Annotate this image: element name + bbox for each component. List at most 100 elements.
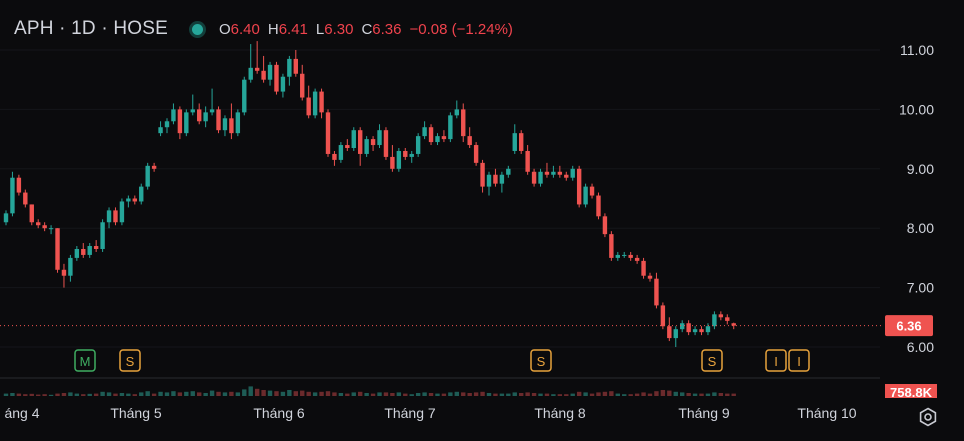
volume-bar — [609, 391, 614, 396]
candle-body — [538, 171, 543, 184]
candle-body — [132, 198, 137, 202]
candle — [87, 243, 92, 258]
high-value: 6.41 — [278, 20, 308, 38]
candle — [673, 326, 678, 347]
time-axis[interactable]: áng 4 Tháng 5 Tháng 6 Tháng 7 Tháng 8 Tháng 9… — [4, 405, 856, 421]
volume-bar — [280, 391, 286, 396]
volume-bar — [699, 393, 704, 396]
candle-body — [68, 257, 73, 276]
candle-body — [306, 97, 311, 116]
volume-bar — [145, 391, 150, 396]
market-status-icon[interactable] — [191, 23, 203, 35]
candle — [370, 136, 376, 151]
volume-bar — [538, 393, 543, 396]
candle — [499, 171, 505, 193]
candle-body — [602, 216, 608, 235]
candle — [493, 168, 498, 187]
candle-body — [190, 109, 195, 113]
volume-bar — [519, 393, 524, 396]
candle-body — [647, 275, 653, 279]
volume-bar — [615, 393, 620, 396]
candle — [731, 322, 736, 330]
candle — [506, 165, 511, 178]
event-marker-label: M — [80, 354, 91, 369]
candle-body — [725, 317, 730, 321]
price-axis[interactable]: 11.00 10.00 9.00 8.00 7.00 6.00 — [899, 42, 934, 355]
candle — [177, 106, 183, 140]
event-marker[interactable]: I — [765, 349, 787, 372]
volume-bar — [564, 394, 569, 396]
candle-body — [409, 153, 414, 157]
candle — [525, 145, 530, 175]
event-marker-box — [74, 349, 96, 372]
volume-bar — [589, 393, 595, 396]
candle — [338, 142, 344, 163]
candle — [274, 61, 279, 95]
event-marker[interactable]: S — [701, 349, 723, 372]
event-marker-box — [530, 349, 552, 372]
candle-body — [216, 109, 221, 131]
x-tick-label: Tháng 9 — [678, 405, 730, 421]
volume-bar — [126, 393, 131, 396]
candle-body — [81, 248, 86, 255]
candle — [164, 118, 170, 134]
change-value: −0.08 (−1.24%) — [409, 20, 513, 38]
candle — [564, 171, 569, 181]
candle-body — [100, 222, 105, 249]
volume-bar — [338, 393, 344, 396]
volume-bar — [403, 393, 408, 396]
volume-bar — [370, 393, 376, 396]
candle — [81, 243, 86, 258]
volume-value: 758.8K — [890, 385, 933, 400]
candle — [197, 103, 202, 125]
candle-body — [261, 70, 266, 80]
volume-bar — [628, 394, 633, 396]
volume-bar — [486, 393, 492, 396]
settings-gear-icon[interactable] — [918, 407, 938, 427]
candle-body — [480, 162, 485, 187]
event-marker[interactable]: M — [74, 349, 96, 372]
event-marker[interactable]: I — [788, 349, 810, 372]
event-marker[interactable]: S — [119, 349, 141, 372]
candle-body — [718, 314, 724, 318]
y-tick-label: 11.00 — [900, 42, 934, 58]
candle-body — [628, 254, 633, 258]
volume-bar — [319, 391, 324, 396]
candle — [242, 76, 247, 116]
candle — [667, 317, 672, 342]
candle — [171, 103, 176, 125]
candle — [544, 162, 550, 178]
volume-bar — [3, 393, 9, 396]
symbol-title[interactable]: APH · 1D · HOSE — [14, 18, 168, 39]
volume-bar — [171, 391, 176, 396]
candle — [557, 165, 563, 178]
volume-bar — [190, 391, 195, 396]
candle-body — [544, 171, 550, 175]
candle-body — [435, 136, 440, 143]
candle — [725, 314, 730, 325]
volume-bar — [583, 392, 588, 396]
candle — [377, 124, 382, 149]
volume-bar — [461, 392, 466, 396]
candle — [467, 127, 472, 149]
candle — [570, 165, 575, 181]
y-tick-label: 8.00 — [907, 220, 934, 236]
volume-bar — [512, 392, 517, 396]
candle — [680, 320, 685, 333]
volume-bar — [132, 394, 137, 396]
candle-body — [319, 91, 324, 113]
volume-bar — [81, 394, 86, 396]
volume-bar — [267, 390, 273, 396]
volume-bar — [576, 391, 582, 396]
candle — [634, 254, 640, 264]
x-tick-label: Tháng 6 — [253, 405, 305, 421]
event-marker[interactable]: S — [530, 349, 552, 372]
x-tick-label: Tháng 8 — [534, 405, 586, 421]
volume-bar — [654, 391, 659, 396]
candle-body — [10, 177, 15, 214]
volume-bar — [473, 392, 479, 396]
volume-bar — [544, 393, 550, 396]
volume-bar — [87, 393, 92, 396]
